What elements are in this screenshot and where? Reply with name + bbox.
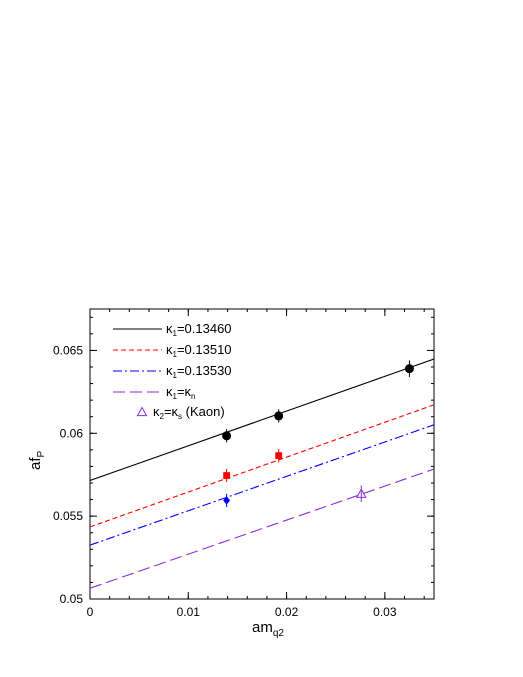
legend-label: κ1=0.13460 [166, 321, 232, 338]
x-axis-label: amq2 [252, 619, 284, 639]
y-tick-label: 0.055 [53, 509, 83, 523]
data-point-marker [223, 496, 231, 505]
x-axis-label-subscript: q2 [273, 628, 285, 639]
legend-label: κ2=κs (Kaon) [153, 404, 225, 421]
y-axis-label-subscript: P [36, 450, 47, 457]
data-point-marker [404, 364, 414, 374]
y-axis-label: afP [27, 450, 47, 470]
x-axis: 0 0.01 0.02 0.03 [87, 309, 425, 619]
legend-label: κ1=0.13530 [166, 363, 232, 380]
fit-line [90, 424, 434, 546]
y-tick-label: 0.065 [53, 343, 83, 357]
x-tick-label: 0 [87, 605, 94, 619]
fit-line [90, 468, 434, 589]
plot-frame [89, 308, 435, 600]
fit-line [90, 404, 434, 528]
data-point-marker [223, 472, 231, 479]
data-point-marker [355, 488, 367, 498]
x-tick-label: 0.02 [275, 605, 299, 619]
fit-lines [90, 358, 434, 589]
y-axis: 0.05 0.055 0.06 0.065 [53, 316, 434, 606]
x-tick-label: 0.03 [373, 605, 397, 619]
y-tick-label: 0.05 [60, 592, 84, 606]
data-point-marker [222, 431, 232, 441]
x-tick-label: 0.01 [177, 605, 201, 619]
data-point-marker [274, 411, 284, 421]
y-tick-label: 0.06 [60, 426, 84, 440]
data-point-marker [275, 452, 283, 460]
legend: κ1=0.13460 κ1=0.13510 κ1=0.13530 κ1=κn κ2=κs… [113, 321, 232, 421]
data-point-marker [136, 406, 148, 417]
legend-label: κ1=κn [166, 384, 196, 401]
legend-label: κ1=0.13510 [166, 342, 232, 359]
fit-line [90, 358, 434, 482]
data-points [222, 360, 414, 508]
